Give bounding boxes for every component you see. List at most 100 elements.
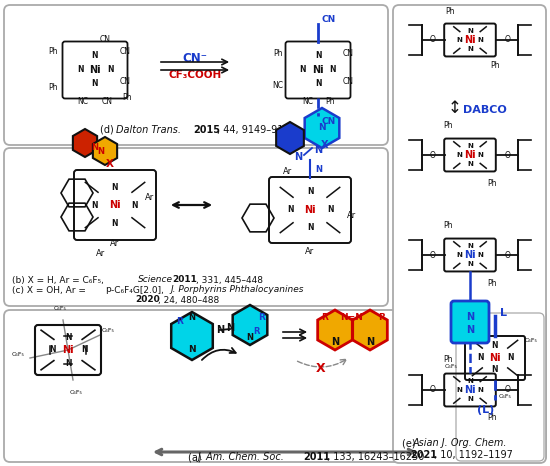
Text: N: N xyxy=(65,358,72,368)
Text: N: N xyxy=(112,183,118,192)
FancyBboxPatch shape xyxy=(393,5,546,463)
Text: Ni: Ni xyxy=(89,65,101,75)
Text: O: O xyxy=(504,35,510,44)
Text: Ar: Ar xyxy=(145,192,155,201)
Text: Ni: Ni xyxy=(62,345,74,355)
Text: C₆F₅: C₆F₅ xyxy=(525,337,537,343)
Text: N: N xyxy=(92,80,98,89)
Text: N: N xyxy=(477,354,483,363)
Text: Ph: Ph xyxy=(273,49,283,59)
Text: N: N xyxy=(315,52,321,61)
Text: ↕: ↕ xyxy=(448,99,462,117)
Text: NC: NC xyxy=(78,97,89,107)
Text: CN: CN xyxy=(343,77,354,87)
Text: Ph: Ph xyxy=(122,94,132,103)
Text: N=N: N=N xyxy=(340,313,364,322)
Text: N: N xyxy=(467,377,473,384)
Text: N: N xyxy=(492,342,498,350)
Text: N: N xyxy=(112,219,118,227)
Text: CN⁻: CN⁻ xyxy=(183,52,207,64)
Text: Ar: Ar xyxy=(283,167,293,177)
Text: Ni: Ni xyxy=(464,250,476,260)
Polygon shape xyxy=(93,137,117,165)
Text: Ar: Ar xyxy=(96,248,106,258)
Text: O: O xyxy=(430,151,436,159)
Text: CN: CN xyxy=(321,117,336,126)
Text: N: N xyxy=(492,365,498,375)
Text: J. Porphyrins Phthalocyanines: J. Porphyrins Phthalocyanines xyxy=(170,286,304,295)
Text: , 10, 1192–1197: , 10, 1192–1197 xyxy=(434,450,513,460)
Text: C₆F₅: C₆F₅ xyxy=(53,306,67,310)
Text: Ar: Ar xyxy=(348,211,356,219)
Text: Ph: Ph xyxy=(443,356,453,364)
Text: Asian J. Org. Chem.: Asian J. Org. Chem. xyxy=(413,438,508,448)
Text: N: N xyxy=(507,354,513,363)
Text: R: R xyxy=(378,313,386,322)
Text: Ni: Ni xyxy=(109,200,121,210)
Text: 2011: 2011 xyxy=(303,452,330,462)
Text: N: N xyxy=(466,312,474,322)
Text: N: N xyxy=(188,345,196,355)
Text: C₆F₅: C₆F₅ xyxy=(12,352,24,357)
Text: Ni: Ni xyxy=(464,35,476,45)
Text: C₆F₅: C₆F₅ xyxy=(498,393,512,398)
Text: Ni: Ni xyxy=(464,150,476,160)
Text: O: O xyxy=(504,385,510,395)
Text: N: N xyxy=(315,165,322,174)
Text: N: N xyxy=(466,325,474,335)
Text: (c) X = OH, Ar =: (c) X = OH, Ar = xyxy=(12,286,92,295)
Text: 2011: 2011 xyxy=(172,275,197,285)
Text: N: N xyxy=(467,46,473,52)
Text: N: N xyxy=(477,387,483,393)
Text: Ph: Ph xyxy=(443,121,453,130)
Text: CN: CN xyxy=(119,48,130,56)
Text: X: X xyxy=(106,159,114,169)
Text: N: N xyxy=(107,66,113,75)
Text: Ph: Ph xyxy=(48,83,58,92)
Text: N: N xyxy=(246,333,254,342)
Text: N: N xyxy=(467,143,473,149)
Text: 2021: 2021 xyxy=(410,450,437,460)
Text: O: O xyxy=(430,385,436,395)
Text: CN: CN xyxy=(119,77,130,87)
Text: N: N xyxy=(467,161,473,167)
FancyBboxPatch shape xyxy=(4,5,388,145)
Text: N: N xyxy=(327,206,333,214)
Text: N: N xyxy=(294,152,302,162)
Text: N: N xyxy=(189,313,195,322)
Text: N: N xyxy=(92,200,98,210)
Text: N: N xyxy=(92,52,98,61)
Text: N: N xyxy=(216,325,224,335)
Text: CN: CN xyxy=(321,15,336,25)
Text: N: N xyxy=(477,37,483,43)
Text: (d): (d) xyxy=(100,125,117,135)
Text: Ph: Ph xyxy=(487,413,497,423)
Text: R: R xyxy=(177,317,184,327)
Text: O: O xyxy=(430,251,436,260)
Text: (e): (e) xyxy=(402,438,419,448)
Polygon shape xyxy=(305,108,339,148)
Text: CN: CN xyxy=(343,49,354,59)
Text: (a): (a) xyxy=(188,452,205,462)
Text: Ph: Ph xyxy=(48,48,58,56)
Text: X: X xyxy=(316,362,326,375)
Text: Ar: Ar xyxy=(305,247,315,256)
Text: N: N xyxy=(77,66,83,75)
Text: C₆F₅: C₆F₅ xyxy=(475,317,487,322)
Text: N: N xyxy=(457,37,463,43)
Text: Ni: Ni xyxy=(304,205,316,215)
Text: N: N xyxy=(226,323,234,333)
Text: Ni: Ni xyxy=(312,65,324,75)
Text: , 24, 480–488: , 24, 480–488 xyxy=(158,295,219,304)
Text: Ph: Ph xyxy=(325,97,335,107)
Text: Science: Science xyxy=(138,275,173,285)
Text: N: N xyxy=(457,152,463,158)
Text: N: N xyxy=(477,252,483,258)
Text: Ph: Ph xyxy=(487,178,497,187)
Text: N: N xyxy=(467,261,473,267)
FancyBboxPatch shape xyxy=(4,310,546,462)
Text: L: L xyxy=(500,308,507,318)
Text: O: O xyxy=(504,251,510,260)
Text: N: N xyxy=(467,397,473,402)
Text: R: R xyxy=(254,328,260,336)
